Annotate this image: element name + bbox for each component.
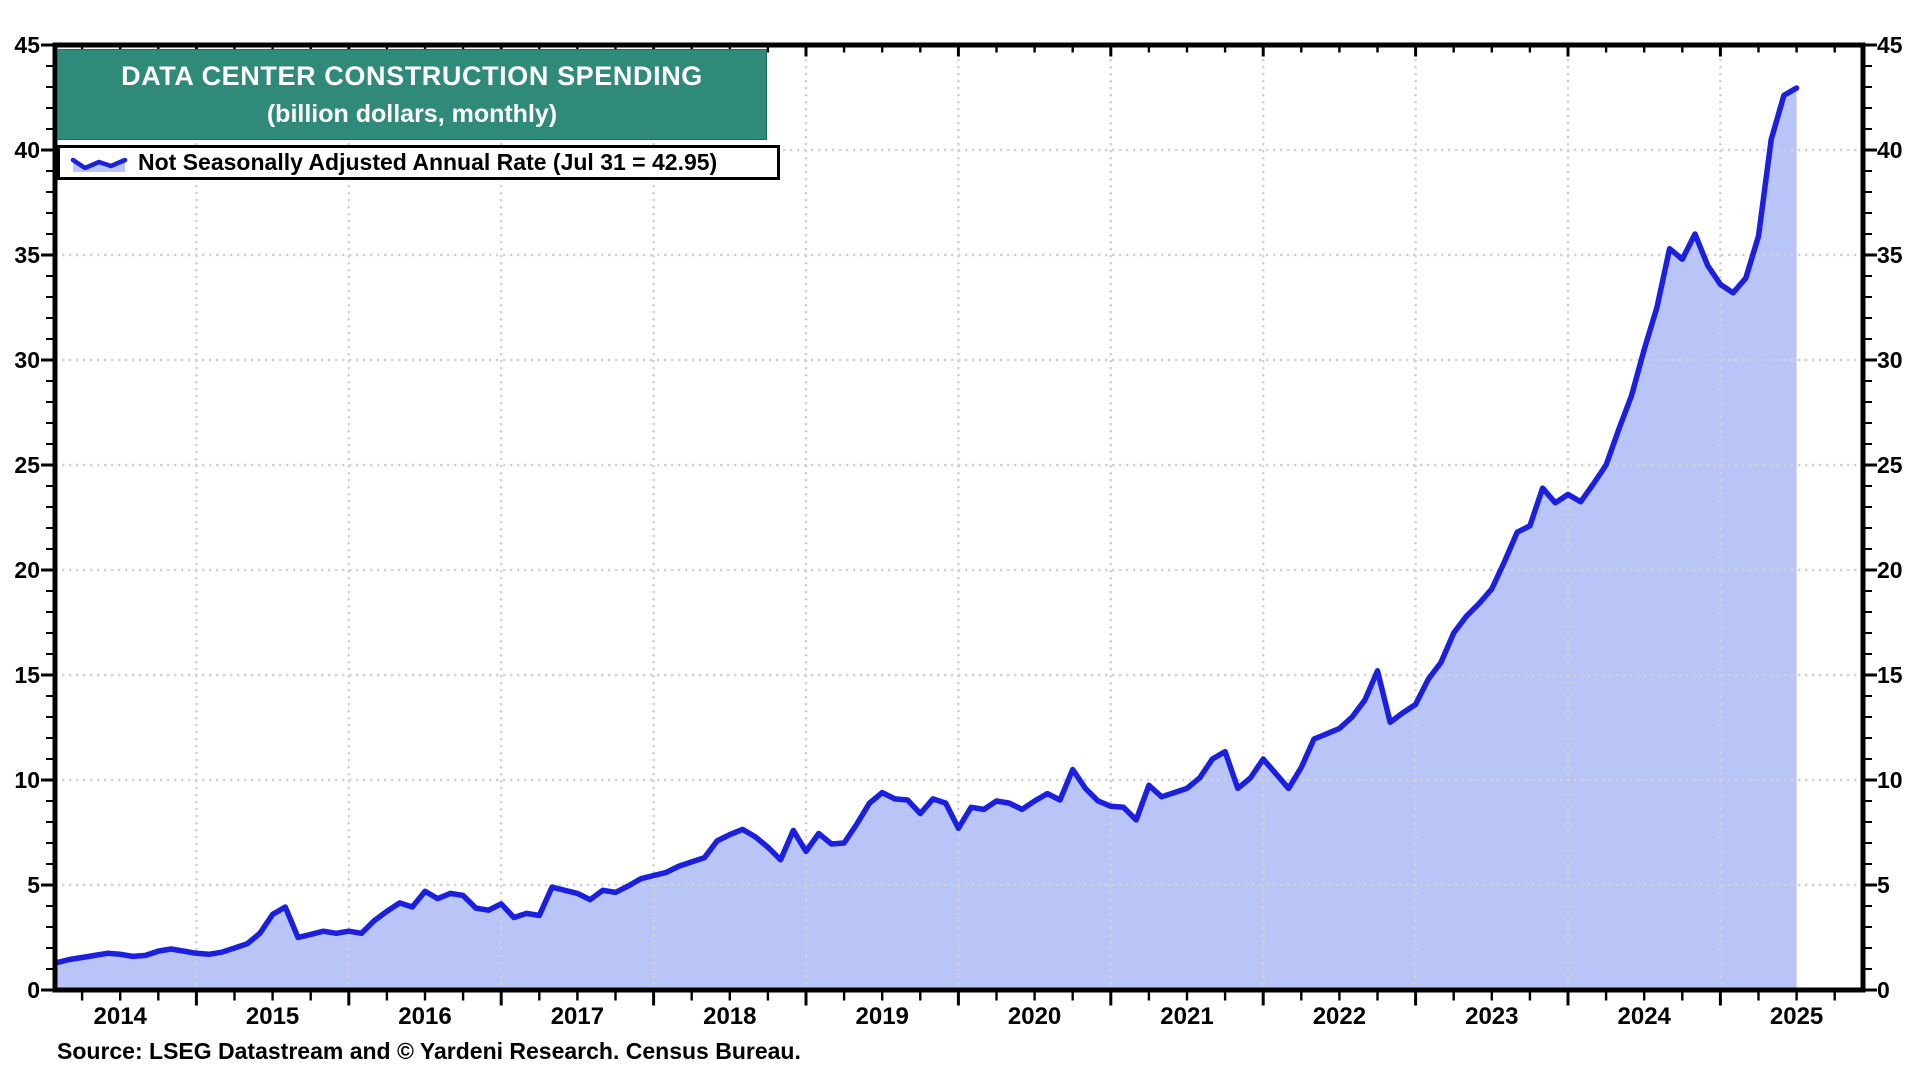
svg-text:5: 5 bbox=[1877, 872, 1890, 898]
svg-text:2018: 2018 bbox=[703, 1003, 756, 1030]
svg-text:2014: 2014 bbox=[94, 1003, 148, 1030]
svg-text:35: 35 bbox=[1877, 242, 1903, 268]
spending-line bbox=[53, 85, 1800, 966]
svg-text:2022: 2022 bbox=[1313, 1003, 1366, 1030]
svg-text:40: 40 bbox=[1877, 137, 1903, 163]
svg-text:30: 30 bbox=[1877, 347, 1903, 373]
svg-text:2015: 2015 bbox=[246, 1003, 299, 1030]
svg-text:2023: 2023 bbox=[1465, 1003, 1518, 1030]
source-note: Source: LSEG Datastream and © Yardeni Re… bbox=[57, 1038, 801, 1064]
svg-text:2025: 2025 bbox=[1770, 1003, 1823, 1030]
y-axis-labels: 0 0 5 5 10 10 15 15 20 20 25 25 30 30 35 35 40 40 45 45 bbox=[14, 32, 1902, 1003]
svg-text:35: 35 bbox=[14, 242, 40, 268]
svg-text:5: 5 bbox=[27, 872, 40, 898]
chart-subtitle: (billion dollars, monthly) bbox=[266, 99, 558, 128]
svg-text:0: 0 bbox=[1877, 977, 1890, 1003]
svg-text:15: 15 bbox=[1877, 662, 1903, 688]
svg-text:2020: 2020 bbox=[1008, 1003, 1061, 1030]
svg-text:10: 10 bbox=[1877, 767, 1903, 793]
svg-text:15: 15 bbox=[14, 662, 40, 688]
svg-text:10: 10 bbox=[14, 767, 40, 793]
chart-title: DATA CENTER CONSTRUCTION SPENDING bbox=[121, 60, 703, 91]
legend-label: Not Seasonally Adjusted Annual Rate (Jul… bbox=[138, 149, 718, 175]
svg-text:2019: 2019 bbox=[856, 1003, 909, 1030]
svg-text:25: 25 bbox=[1877, 452, 1903, 478]
svg-text:2024: 2024 bbox=[1618, 1003, 1672, 1030]
svg-text:20: 20 bbox=[14, 557, 40, 583]
gridlines bbox=[55, 45, 1863, 990]
svg-text:45: 45 bbox=[1877, 32, 1903, 58]
x-axis-labels: 2014 2015 2016 2017 2018 2019 2020 2021 2022 2023… bbox=[94, 1003, 1824, 1030]
plot-frame bbox=[52, 42, 1866, 993]
svg-text:25: 25 bbox=[14, 452, 40, 478]
svg-text:20: 20 bbox=[1877, 557, 1903, 583]
svg-text:0: 0 bbox=[27, 977, 40, 1003]
area-fill bbox=[56, 88, 1797, 990]
svg-text:2016: 2016 bbox=[398, 1003, 451, 1030]
axis-ticks bbox=[41, 43, 1877, 1006]
area-series-swatch-icon bbox=[70, 157, 128, 172]
svg-text:45: 45 bbox=[14, 32, 40, 58]
svg-text:2021: 2021 bbox=[1160, 1003, 1213, 1030]
chart-title-box: DATA CENTER CONSTRUCTION SPENDING (billi… bbox=[57, 49, 767, 140]
svg-text:2017: 2017 bbox=[551, 1003, 604, 1030]
legend: Not Seasonally Adjusted Annual Rate (Jul… bbox=[57, 145, 780, 180]
svg-text:30: 30 bbox=[14, 347, 40, 373]
svg-text:40: 40 bbox=[14, 137, 40, 163]
